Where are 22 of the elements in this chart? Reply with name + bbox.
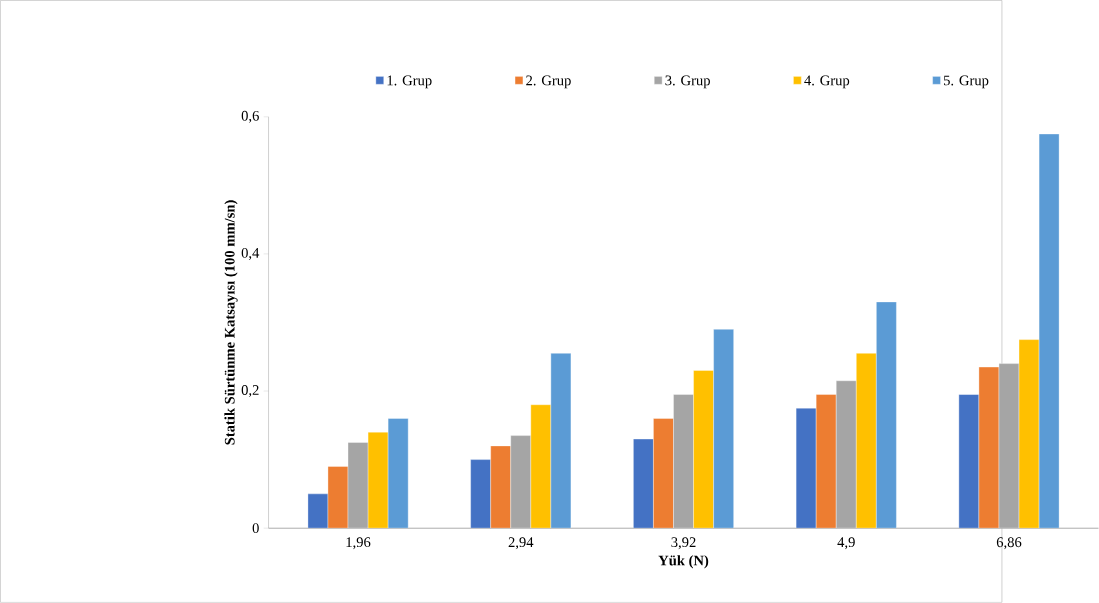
x-tick-label: 2,94 — [508, 537, 534, 550]
bar — [795, 408, 817, 529]
legend-label: 1. Grup — [387, 75, 432, 89]
x-tick-label: 1,96 — [346, 537, 371, 550]
bar — [633, 438, 654, 529]
bar — [673, 394, 694, 529]
legend-label: 3. Grup — [665, 75, 710, 89]
bar — [510, 435, 531, 529]
bar — [836, 380, 857, 529]
y-axis-title: Statik Sürtünme Katsayısı (100 mm/sn) — [224, 200, 238, 445]
x-tick-label: 3,92 — [671, 537, 696, 550]
y-tick-label: 0,2 — [241, 385, 259, 398]
x-axis-title: Yük (N) — [658, 555, 709, 569]
legend-label: 4. Grup — [804, 75, 850, 89]
y-tick-label: 0,4 — [241, 248, 260, 260]
legend-label: 2. Grup — [526, 75, 571, 89]
bar — [470, 459, 491, 529]
legend-label: 5. Grup — [943, 75, 989, 89]
y-tick-label: 0,6 — [241, 110, 259, 123]
x-tick-label: 4,9 — [837, 537, 855, 550]
y-tick-label: 0 — [252, 523, 259, 534]
x-tick-label: 6,86 — [996, 537, 1022, 550]
